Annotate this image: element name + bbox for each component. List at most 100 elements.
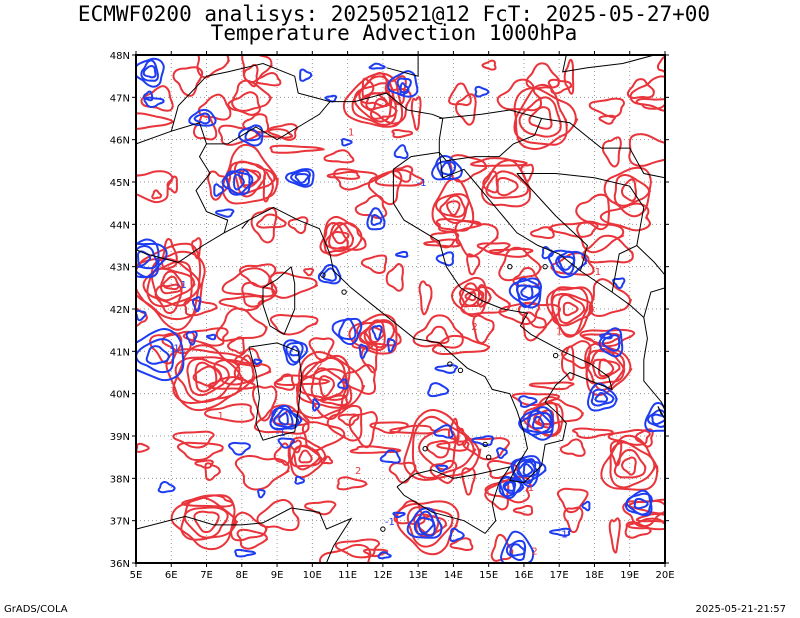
coastline-path [136, 130, 172, 145]
contour-line [197, 93, 232, 121]
contour-line [555, 250, 576, 276]
contour-line [526, 409, 553, 436]
contour-line [385, 263, 404, 292]
contour-line [379, 449, 401, 464]
lon-tick-label: 19E [620, 570, 639, 581]
contour-line [221, 168, 251, 196]
contour-line [256, 213, 287, 229]
contour-line [609, 441, 657, 489]
contour-line [597, 358, 615, 378]
contour-value-label: 2 [316, 360, 322, 371]
contour-line [366, 207, 386, 231]
contour-line [257, 488, 266, 499]
contour-line [508, 277, 543, 309]
lon-tick-label: 20E [655, 570, 674, 581]
contour-line [488, 247, 534, 258]
contour-line [458, 287, 485, 307]
contour-line [233, 173, 246, 191]
contour-line [360, 254, 388, 274]
contour-line [172, 66, 204, 97]
contour-line [651, 413, 665, 426]
contour-line [142, 260, 193, 307]
contour-line [285, 168, 315, 188]
contour-line [448, 82, 472, 107]
lon-tick-label: 12E [373, 570, 392, 581]
contour-line [511, 455, 542, 488]
title-line-1: ECMWF0200 analisys: 20250521@12 FcT: 202… [77, 2, 711, 26]
lat-tick-label: 43N [110, 263, 130, 274]
contour-line [218, 295, 264, 312]
lon-tick-label: 8E [235, 570, 248, 581]
contour-line [285, 341, 304, 364]
contour-line [386, 337, 396, 353]
coastlines-borders [136, 55, 665, 563]
contour-line [143, 96, 165, 108]
coastline-path [643, 287, 665, 318]
contour-line [572, 427, 614, 439]
contour-line [356, 320, 396, 352]
contour-line [312, 398, 321, 412]
contour-value-label: 2 [471, 322, 477, 333]
contour-line [145, 345, 171, 365]
contour-line [590, 388, 615, 407]
contour-line [586, 382, 618, 412]
contour-line [136, 242, 202, 331]
contour-line [451, 276, 487, 318]
footer-right: 2025-05-21-21:57 [695, 604, 786, 615]
contour-line [656, 55, 665, 74]
contour-line [406, 506, 454, 548]
contour-line [389, 424, 437, 435]
contour-line [627, 517, 665, 531]
contour-line [436, 440, 470, 452]
contour-line [427, 382, 450, 398]
contour-line [241, 55, 273, 84]
contour-line [455, 93, 477, 126]
contour-line [236, 528, 269, 550]
contour-line [151, 267, 196, 302]
contour-line [528, 381, 575, 391]
contour-line [172, 430, 215, 449]
contour-line [368, 62, 386, 70]
contour-line [269, 404, 300, 431]
contour-line [392, 511, 406, 519]
lat-tick-label: 44N [110, 220, 130, 231]
coastline-path [136, 232, 225, 263]
contour-line [601, 334, 621, 352]
contour-line [624, 521, 652, 539]
lon-tick-label: 5E [130, 570, 143, 581]
island-outline [485, 454, 492, 460]
contour-line [531, 415, 545, 430]
contour-line [136, 328, 185, 382]
contour-line [528, 106, 553, 130]
contour-line [431, 154, 463, 181]
contour-line [393, 144, 409, 160]
contour-line [563, 506, 584, 534]
contour-line [228, 441, 251, 456]
contour-line [274, 374, 331, 387]
lat-tick-label: 36N [110, 559, 130, 570]
contour-line [426, 439, 451, 459]
contour-line [251, 385, 278, 422]
contour-line [520, 284, 534, 300]
contour-line [395, 500, 460, 556]
contour-line [193, 510, 220, 534]
contour-line [621, 456, 637, 476]
contour-line [496, 447, 508, 459]
contour-line [238, 263, 277, 288]
contour-line [557, 293, 586, 325]
contour-line [633, 497, 649, 510]
contour-line [185, 330, 198, 346]
island-outline [447, 361, 453, 367]
contour-line [600, 434, 659, 491]
coastline-path [262, 507, 353, 563]
lat-tick-label: 40N [110, 390, 130, 401]
contour-line [136, 250, 206, 321]
contour-value-label: -1 [558, 530, 568, 541]
contour-line [529, 226, 555, 240]
coastline-path [562, 55, 655, 73]
contour-line [412, 314, 464, 349]
lat-tick-label: 45N [110, 178, 130, 189]
contour-line [192, 112, 218, 141]
island-outline [542, 263, 548, 270]
contour-line [194, 459, 214, 469]
